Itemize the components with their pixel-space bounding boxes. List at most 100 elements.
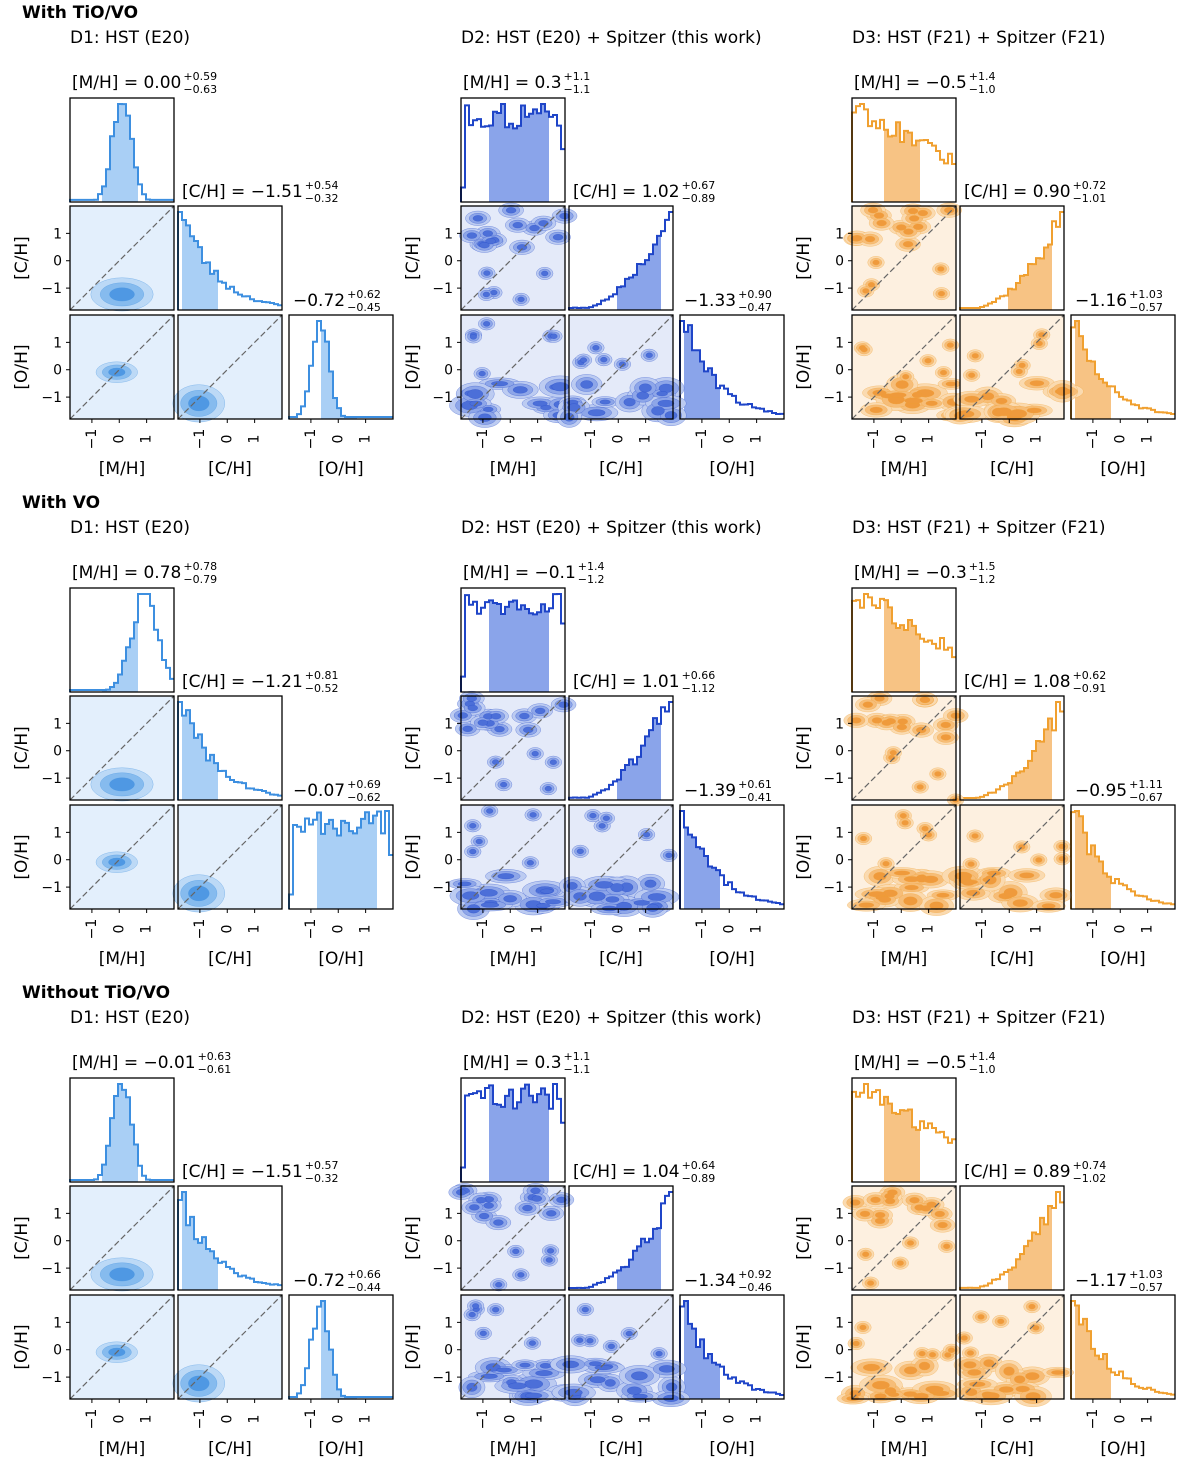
- x-axis-label: [O/H]: [1100, 949, 1145, 969]
- axes-frame: [69, 97, 175, 203]
- x-axis-label: [C/H]: [599, 1439, 643, 1459]
- one-to-one-line: [177, 314, 283, 420]
- stat-m: [M/H] = 0.78: [72, 563, 181, 583]
- density-contour: [493, 1219, 504, 1226]
- density-contour: [549, 759, 557, 766]
- density-contour: [872, 1380, 890, 1390]
- density-contour: [632, 1393, 648, 1399]
- histogram-line: [679, 810, 784, 909]
- axes-frame: [69, 1185, 175, 1291]
- density-contour: [917, 209, 929, 217]
- density-contour: [966, 1350, 975, 1356]
- x-tick-label: −1: [1085, 429, 1101, 450]
- y-tick-label: 0: [444, 363, 453, 379]
- density-contour: [475, 838, 483, 845]
- one-to-one-line: [69, 1185, 175, 1291]
- panel-2: D3: HST (F21) + Spitzer (F21) [M/H] = −0.…: [794, 1008, 1176, 1459]
- density-contour: [651, 406, 665, 416]
- axes-frame: [177, 804, 283, 910]
- density-contour: [604, 1379, 616, 1387]
- axes-frame: [568, 205, 674, 311]
- density-contour: [580, 380, 594, 389]
- density-contour: [109, 1267, 135, 1282]
- stat-o: −1.16: [1075, 291, 1127, 311]
- stat-c: [C/H] = 1.04: [573, 1162, 680, 1182]
- density-contour: [859, 835, 868, 842]
- density-contour: [971, 353, 979, 359]
- stat-m-upper: +0.59: [183, 70, 217, 83]
- density-contour: [943, 1243, 951, 1250]
- one-to-one-line: [460, 804, 566, 910]
- histogram-line: [1070, 320, 1175, 419]
- density-contour: [485, 238, 496, 245]
- one-to-one-line: [851, 314, 957, 420]
- density-contour: [889, 392, 907, 398]
- histogram-credible-region: [182, 1192, 218, 1290]
- density-contour: [918, 1361, 931, 1371]
- stat-c-upper: +0.81: [305, 669, 339, 682]
- stat-m-lower: −1.0: [969, 1063, 996, 1076]
- histogram-credible-region: [321, 1301, 357, 1399]
- stat-o-upper: +0.90: [738, 288, 772, 301]
- density-contour: [492, 1306, 500, 1313]
- density-contour: [647, 893, 666, 901]
- density-contour: [874, 1211, 886, 1219]
- density-contour: [478, 413, 492, 422]
- histogram-credible-region: [884, 122, 920, 202]
- density-contour: [1051, 1370, 1065, 1375]
- x-tick-label: 0: [1001, 1415, 1017, 1424]
- histogram-line: [460, 593, 565, 692]
- stat-c: [C/H] = 1.02: [573, 182, 680, 202]
- density-contour: [1018, 362, 1026, 369]
- density-contour: [960, 1335, 968, 1341]
- axes-frame: [851, 1077, 957, 1183]
- density-contour: [963, 1361, 977, 1369]
- panel-0: D1: HST (E20) [M/H] = 0.00 +0.59−0.63 [C/H]…: [12, 28, 394, 479]
- density-contour: [566, 882, 578, 890]
- stat-c-lower: −1.12: [682, 682, 716, 695]
- stat-m: [M/H] = 0.3: [463, 73, 562, 93]
- density-contour: [469, 823, 477, 829]
- histogram-line: [959, 211, 1064, 310]
- density-contour: [893, 870, 911, 876]
- y-axis-label: [C/H]: [403, 236, 423, 280]
- axes-frame: [568, 1185, 674, 1291]
- y-tick-label: 1: [53, 825, 62, 841]
- y-tick-label: −1: [432, 281, 453, 297]
- density-contour: [562, 1360, 580, 1369]
- density-contour: [482, 291, 490, 298]
- y-tick-label: −1: [823, 281, 844, 297]
- y-tick-label: 0: [835, 363, 844, 379]
- density-contour: [529, 812, 537, 818]
- density-contour: [600, 356, 608, 363]
- density-contour: [589, 812, 597, 819]
- x-tick-label: −1: [192, 1409, 208, 1430]
- x-tick-label: 0: [721, 435, 737, 444]
- axes-frame: [851, 587, 957, 693]
- y-tick-label: 1: [444, 226, 453, 242]
- stat-m-upper: +1.1: [564, 70, 591, 83]
- density-contour: [997, 1318, 1005, 1325]
- stat-c-lower: −0.52: [305, 682, 339, 695]
- density-contour: [906, 1240, 915, 1246]
- y-tick-label: 0: [444, 254, 453, 270]
- panel-title: D1: HST (E20): [70, 28, 190, 48]
- density-contour: [1035, 340, 1043, 347]
- axes-frame: [460, 1185, 566, 1291]
- stat-o-lower: −0.46: [738, 1281, 772, 1294]
- density-contour: [545, 899, 562, 905]
- axes-frame: [69, 205, 175, 311]
- stat-o-upper: +1.03: [1129, 288, 1163, 301]
- density-contour: [188, 395, 210, 412]
- stat-c: [C/H] = −1.51: [182, 1162, 303, 1182]
- axes-frame: [568, 804, 674, 910]
- histogram-credible-region: [684, 1301, 720, 1399]
- panel-title: D3: HST (F21) + Spitzer (F21): [852, 28, 1106, 48]
- histogram-line: [568, 1191, 673, 1290]
- stat-c-upper: +0.66: [682, 669, 716, 682]
- x-tick-label: −1: [84, 429, 100, 450]
- density-contour: [512, 386, 528, 394]
- x-tick-label: 0: [893, 1415, 909, 1424]
- density-contour: [937, 266, 945, 272]
- x-tick-label: −1: [303, 429, 319, 450]
